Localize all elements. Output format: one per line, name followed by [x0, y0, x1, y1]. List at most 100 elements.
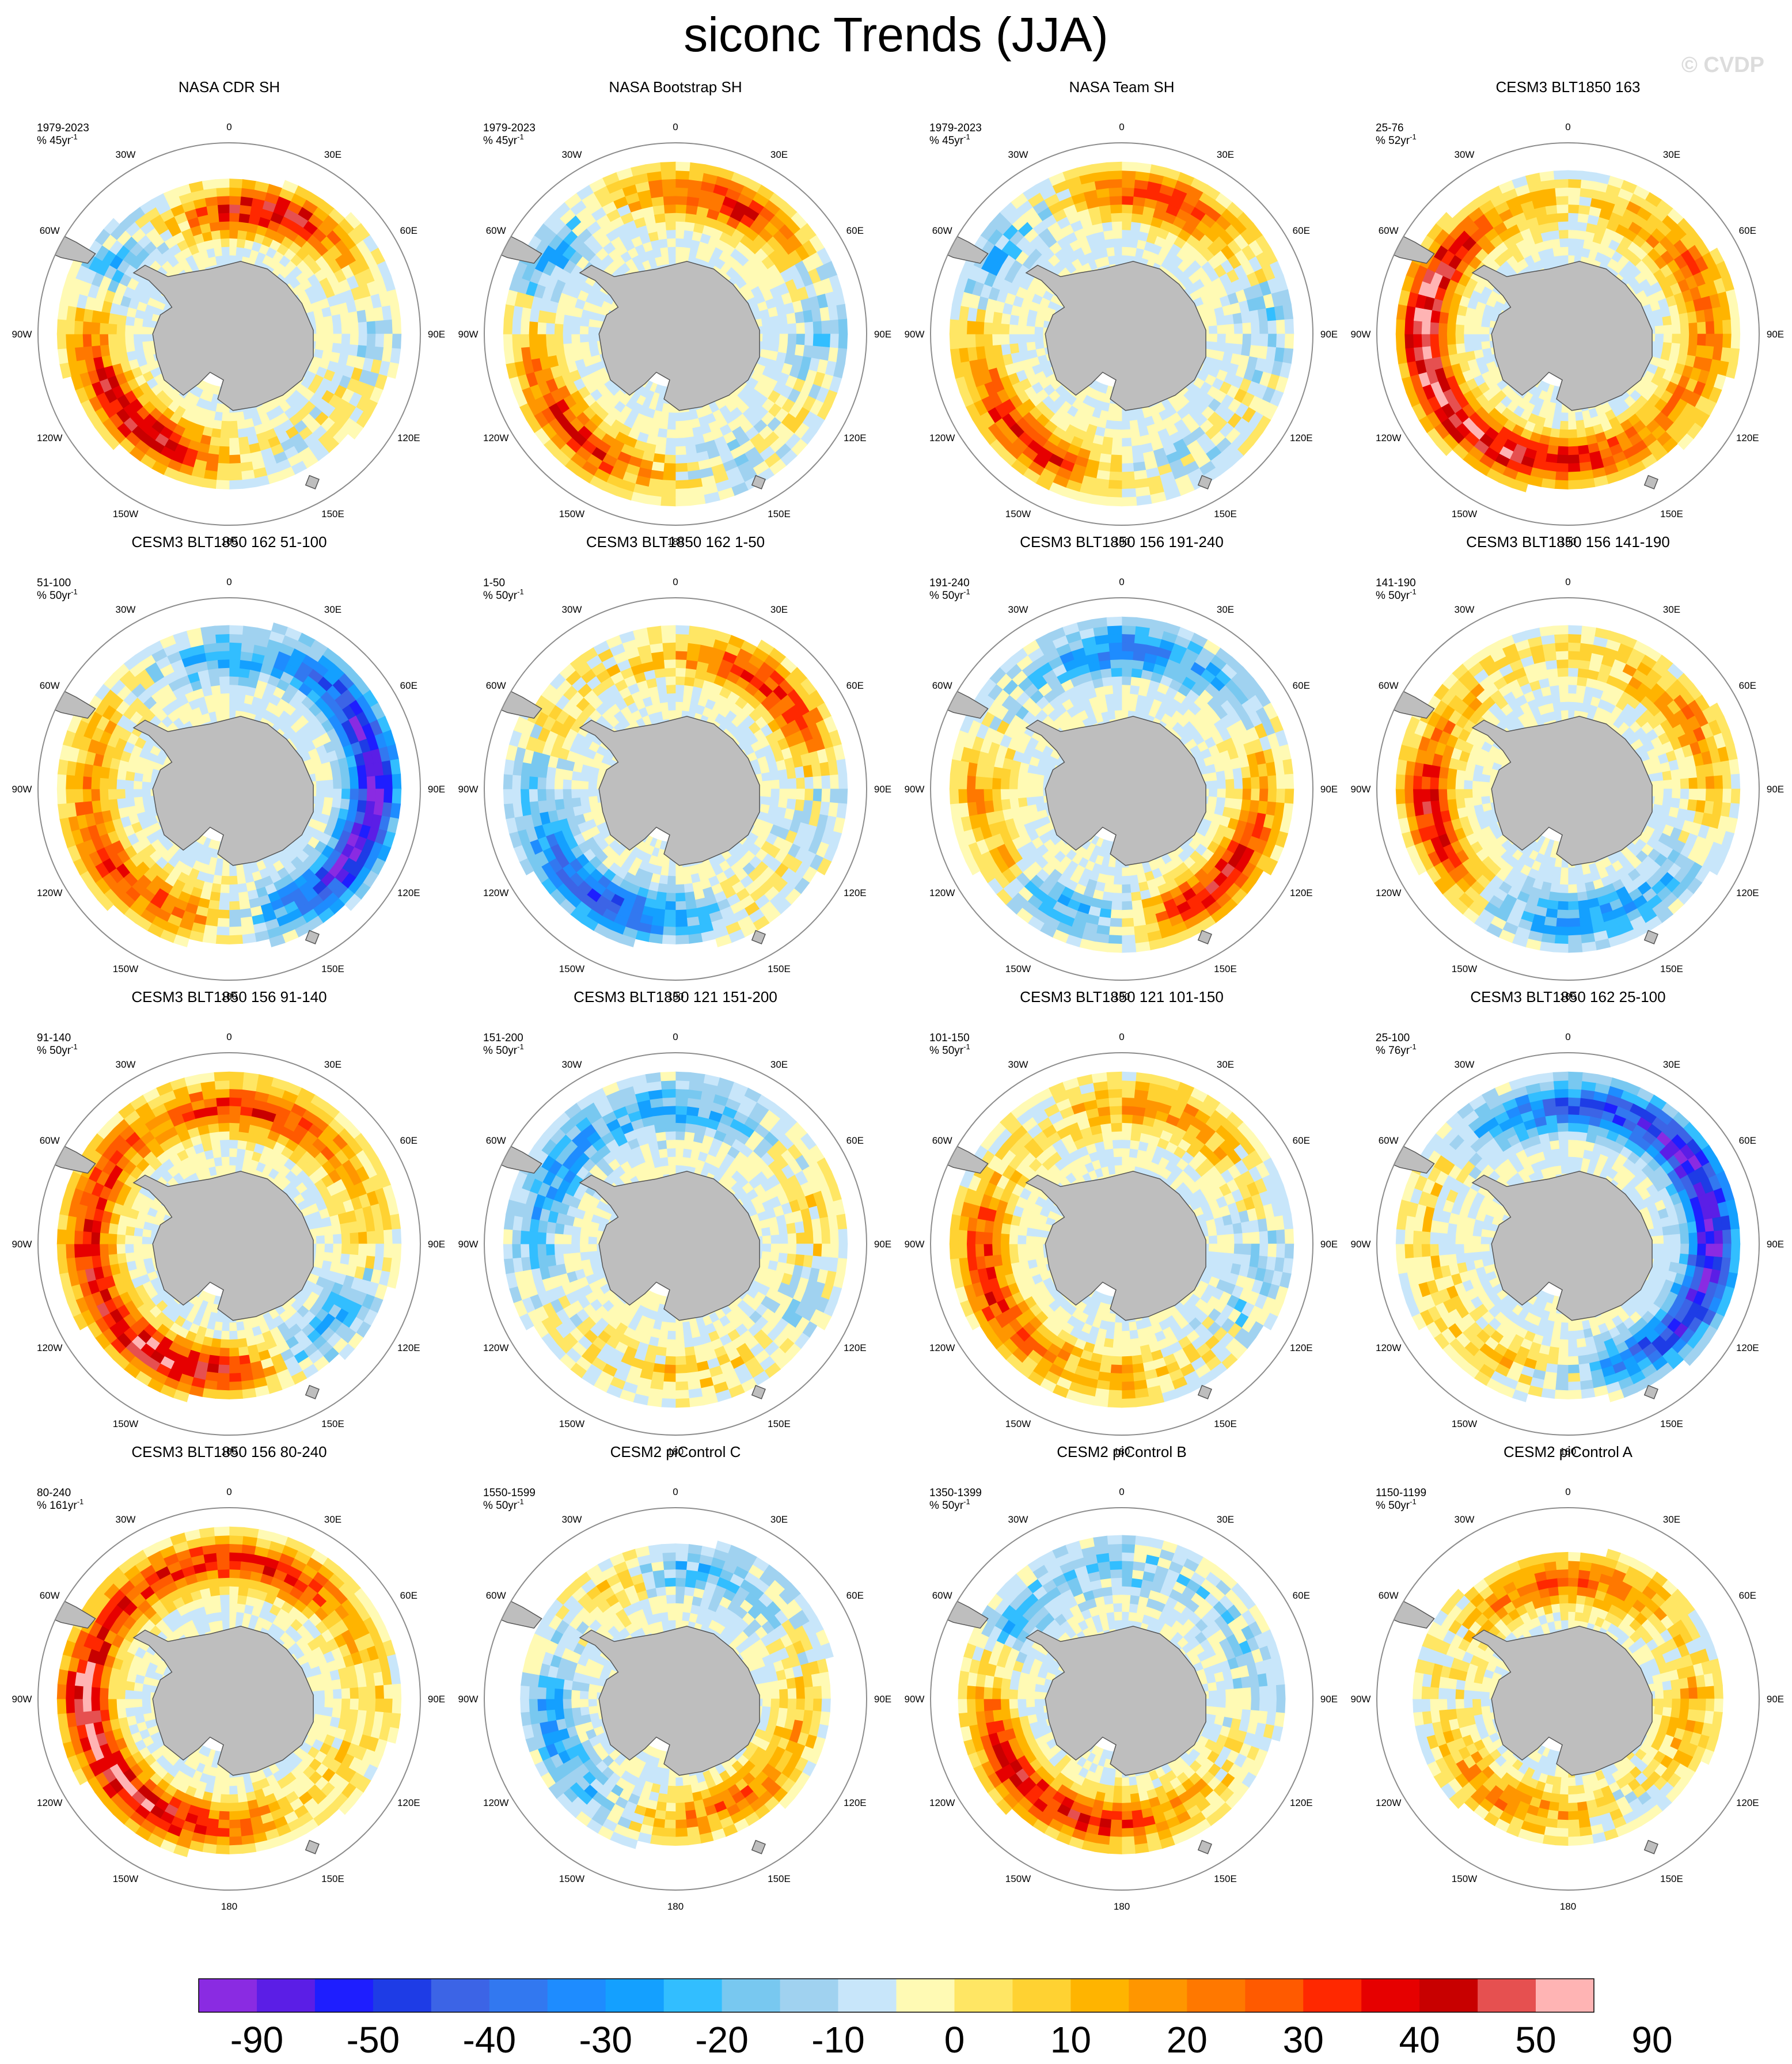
trend-cell: [202, 179, 217, 190]
trend-cell: [1429, 333, 1440, 347]
trend-cell: [1729, 303, 1740, 320]
trend-cell: [212, 238, 222, 248]
trend-cell: [777, 343, 788, 354]
trend-cell: [216, 187, 230, 197]
trend-cell: [685, 213, 697, 223]
trend-cell: [1008, 324, 1018, 335]
trend-cell: [1578, 453, 1591, 464]
trend-cell: [665, 438, 676, 447]
trend-cell: [217, 204, 230, 214]
longitude-label: 0: [1565, 122, 1570, 132]
trend-cell: [341, 788, 351, 800]
trend-cell: [358, 788, 368, 802]
trend-cell: [133, 780, 143, 790]
trend-cell: [794, 311, 805, 324]
trend-cell: [124, 788, 134, 799]
trend-cell: [229, 693, 238, 703]
trend-cell: [229, 195, 242, 206]
longitude-label: 0: [226, 122, 231, 132]
trend-cell: [571, 342, 582, 352]
trend-cell: [1250, 333, 1261, 347]
longitude-label: 120W: [929, 432, 955, 443]
trend-cell: [675, 187, 689, 197]
trend-cell: [675, 429, 685, 439]
trend-cell: [1102, 436, 1113, 447]
trend-cell: [229, 462, 242, 473]
trend-cell: [375, 333, 385, 348]
longitude-label: 30W: [116, 149, 136, 160]
trend-cell: [202, 478, 217, 489]
trend-cell: [1438, 333, 1448, 346]
trend-cell: [1472, 325, 1482, 335]
trend-cell: [1551, 238, 1561, 248]
trend-cell: [675, 170, 690, 180]
trend-cell: [340, 798, 351, 811]
trend-cell: [950, 303, 961, 320]
trend-cell: [215, 633, 230, 643]
trend-cell: [1217, 333, 1227, 344]
trend-cell: [1034, 340, 1045, 350]
trend-cell: [229, 420, 238, 430]
trend-cell: [1670, 314, 1681, 325]
trend-cell: [1567, 179, 1582, 188]
trend-cell: [528, 333, 538, 347]
trend-cell: [57, 758, 69, 775]
trend-cell: [1577, 221, 1588, 232]
trend-cell: [654, 445, 666, 456]
trend-cell: [239, 659, 252, 670]
trend-cell: [1091, 495, 1108, 506]
trend-cell: [1121, 429, 1132, 439]
trend-cell: [219, 229, 230, 239]
longitude-label: 60E: [846, 225, 864, 236]
map-boundary: [37, 142, 421, 526]
trend-cell: [209, 676, 221, 687]
trend-cell: [219, 884, 230, 894]
trend-cell: [1267, 320, 1277, 335]
trend-cell: [219, 429, 230, 439]
trend-cell: [1225, 324, 1235, 335]
trend-cell: [392, 318, 402, 335]
trend-cell: [1284, 333, 1294, 350]
map-panel: 030E60E90E120E150E180150W120W90W60W30WNA…: [12, 78, 446, 547]
trend-cell: [133, 333, 143, 343]
longitude-label: 0: [1119, 122, 1124, 132]
trend-cell: [1464, 342, 1474, 352]
trend-cell: [214, 246, 223, 257]
trend-cell: [1662, 316, 1672, 326]
trend-cell: [992, 333, 1001, 346]
trend-cell: [1480, 340, 1491, 350]
trend-cell: [1282, 303, 1294, 320]
trend-cell: [689, 495, 706, 506]
trend-cell: [1232, 343, 1243, 356]
longitude-label: 30W: [116, 604, 136, 615]
page-title: siconc Trends (JJA): [684, 7, 1108, 62]
trend-cell: [229, 909, 241, 919]
trend-cell: [770, 333, 780, 344]
trend-cell: [229, 935, 243, 944]
trend-cell: [229, 212, 240, 222]
trend-cell: [390, 803, 401, 819]
longitude-label: 60E: [1739, 225, 1756, 236]
trend-cell: [108, 767, 119, 780]
trend-cell: [1000, 333, 1010, 345]
trend-cell: [1395, 318, 1406, 335]
trend-cell: [1561, 255, 1569, 264]
longitude-label: 60E: [1293, 225, 1310, 236]
trend-cell: [546, 344, 557, 357]
trend-cell: [1121, 187, 1135, 197]
trend-cell: [229, 650, 242, 661]
trend-cell: [238, 213, 251, 223]
trend-cell: [392, 773, 402, 790]
trend-cell: [1546, 445, 1559, 456]
trend-cell: [813, 333, 823, 347]
trend-cell: [348, 766, 359, 779]
trend-cell: [520, 320, 530, 335]
trend-cell: [1555, 195, 1569, 206]
trend-cell: [222, 709, 230, 719]
trend-cell: [1113, 238, 1122, 248]
trend-cell: [1000, 323, 1010, 335]
trend-cell: [838, 333, 848, 350]
trend-cell: [1556, 204, 1569, 214]
trend-cell: [1121, 170, 1137, 180]
trend-cell: [667, 412, 676, 422]
